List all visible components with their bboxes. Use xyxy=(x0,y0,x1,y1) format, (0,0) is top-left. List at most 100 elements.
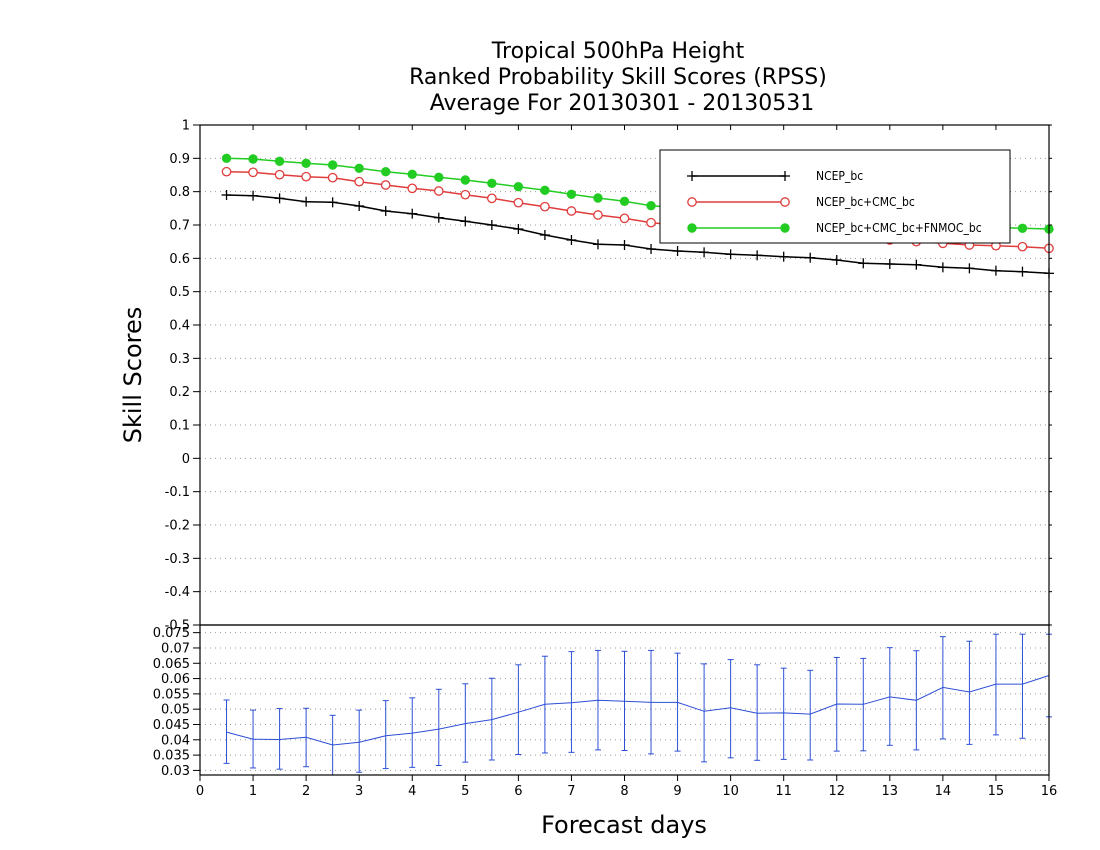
plus-marker xyxy=(884,259,895,269)
error-bar xyxy=(356,709,363,773)
x-tick-label: 9 xyxy=(673,784,681,799)
open-circle-marker xyxy=(687,197,697,207)
x-tick-label: 11 xyxy=(775,784,792,799)
plus-marker xyxy=(831,255,842,265)
open-circle-marker xyxy=(433,186,444,196)
filled-circle-marker xyxy=(593,193,603,203)
filled-circle-marker xyxy=(407,169,417,180)
legend-label: NCEP_bc xyxy=(816,169,863,183)
filled-circle-marker xyxy=(646,200,656,211)
open-circle-marker xyxy=(540,201,550,212)
error-bar xyxy=(701,663,708,763)
open-circle-marker xyxy=(327,172,338,183)
plus-marker xyxy=(274,193,285,204)
chart-title-line-1: Tropical 500hPa Height xyxy=(491,39,745,64)
filled-circle-marker xyxy=(487,178,497,189)
filled-circle-marker xyxy=(619,196,630,207)
plus-marker xyxy=(1017,266,1028,277)
open-circle-marker xyxy=(513,197,524,208)
plus-marker xyxy=(248,190,259,201)
top-y-tick-label: 0.1 xyxy=(169,419,190,434)
open-circle-marker xyxy=(248,167,258,178)
bottom-y-tick-label: 0.06 xyxy=(161,672,190,687)
x-tick-label: 12 xyxy=(828,784,845,799)
legend-entry: NCEP_bc xyxy=(687,169,863,183)
top-y-tick-label: 0.8 xyxy=(169,185,190,200)
top-y-tick-label: 0.2 xyxy=(169,385,190,400)
filled-circle-marker xyxy=(434,172,444,183)
bottom-y-tick-label: 0.065 xyxy=(153,657,190,672)
error-bar xyxy=(754,664,761,761)
open-circle-marker xyxy=(486,193,497,204)
top-y-tick-label: -0.1 xyxy=(165,485,190,500)
plus-marker xyxy=(990,265,1001,276)
filled-circle-marker xyxy=(381,166,391,177)
filled-circle-marker xyxy=(460,175,471,185)
error-bar xyxy=(462,683,469,763)
error-bar xyxy=(382,700,389,770)
plus-marker xyxy=(486,220,497,230)
filled-circle-marker xyxy=(301,158,311,169)
x-tick-label: 13 xyxy=(882,784,899,799)
x-tick-label: 1 xyxy=(249,784,257,799)
filled-circle-marker xyxy=(566,189,577,200)
bottom-y-tick-label: 0.045 xyxy=(153,718,190,733)
error-bar xyxy=(966,640,973,745)
plus-marker xyxy=(937,262,948,273)
top-y-tick-label: 0.3 xyxy=(169,352,190,367)
top-y-tick-label: 0.6 xyxy=(169,252,190,267)
filled-circle-marker xyxy=(513,181,524,192)
x-tick-label: 15 xyxy=(988,784,1005,799)
x-tick-label: 16 xyxy=(1041,784,1058,799)
x-axis-label: Forecast days xyxy=(541,811,707,839)
bottom-y-tick-label: 0.05 xyxy=(161,703,190,718)
open-circle-marker xyxy=(619,213,630,224)
error-bar xyxy=(276,708,283,770)
bottom-panel-y-ticks: 0.0750.070.0650.060.0550.050.0450.040.03… xyxy=(153,626,200,779)
chart-title-line-2: Ranked Probability Skill Scores (RPSS) xyxy=(409,65,827,90)
open-circle-marker xyxy=(460,189,471,200)
top-y-tick-label: -0.5 xyxy=(165,619,190,634)
filled-circle-marker xyxy=(780,223,790,233)
error-bar xyxy=(780,667,787,760)
filled-circle-marker xyxy=(327,160,338,170)
open-circle-marker xyxy=(221,166,232,177)
open-circle-marker xyxy=(1017,241,1028,252)
top-panel-y-ticks: 1 0.9 0.8 0.7 0.6 0.5 0.4 0.3 0.2 0.1 0 -0.1 -0.2 -0.… xyxy=(165,119,1052,634)
top-y-tick-label: -0.2 xyxy=(165,519,190,534)
plus-marker xyxy=(592,239,603,250)
bottom-y-tick-label: 0.07 xyxy=(161,641,190,656)
plus-marker xyxy=(354,201,365,211)
plus-marker xyxy=(687,171,697,181)
x-tick-label: 6 xyxy=(514,784,522,799)
top-y-tick-label: 1 xyxy=(182,119,190,134)
error-bar xyxy=(568,651,575,753)
plus-marker xyxy=(327,197,338,208)
legend-label: NCEP_bc+CMC_bc xyxy=(816,195,915,209)
filled-circle-marker xyxy=(274,156,285,167)
open-circle-marker xyxy=(301,171,311,182)
bottom-y-tick-label: 0.035 xyxy=(153,749,190,764)
error-bar xyxy=(807,669,814,761)
open-circle-marker xyxy=(593,210,603,220)
x-tick-label: 3 xyxy=(355,784,363,799)
open-circle-marker xyxy=(646,217,656,228)
x-tick-label: 4 xyxy=(408,784,416,799)
plus-marker xyxy=(725,249,736,260)
top-y-tick-label: 0.9 xyxy=(169,152,190,167)
plus-marker xyxy=(752,250,763,261)
plus-marker xyxy=(778,251,789,262)
x-tick-label: 0 xyxy=(196,784,204,799)
plus-marker xyxy=(672,246,683,256)
x-tick-label: 2 xyxy=(302,784,310,799)
y-axis-label: Skill Scores xyxy=(119,307,147,444)
plus-marker xyxy=(646,244,657,254)
open-circle-marker xyxy=(274,169,285,180)
open-circle-marker xyxy=(380,180,391,190)
chart-title: Tropical 500hPa Height Ranked Probabilit… xyxy=(409,39,827,116)
error-bar xyxy=(515,664,522,755)
plus-marker xyxy=(964,263,975,274)
error-bar xyxy=(435,688,442,767)
plus-marker xyxy=(619,240,630,250)
legend: NCEP_bc NCEP_bc+CMC_bc NCEP_bc+CMC_bc+FNMO… xyxy=(659,149,1011,244)
